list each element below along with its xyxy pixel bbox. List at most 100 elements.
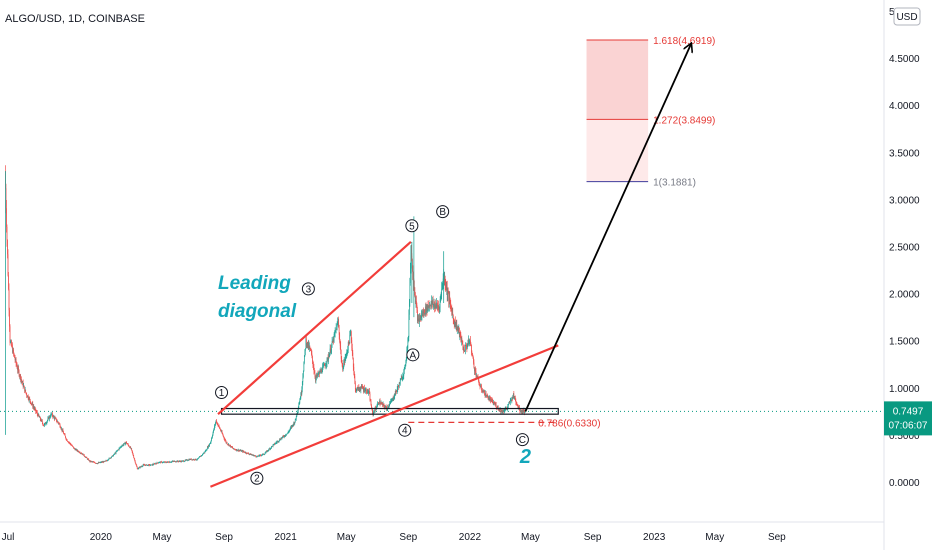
candle-body (352, 357, 354, 367)
candle-body (147, 464, 149, 466)
candle-body (523, 410, 524, 412)
candle-body (260, 454, 261, 456)
candle-body (313, 367, 315, 372)
candle-body (399, 382, 401, 385)
wave-label-circle (515, 433, 529, 447)
candle-body (37, 414, 39, 417)
candle-body (195, 458, 197, 460)
candle-body (431, 300, 432, 303)
candle-body (324, 365, 326, 367)
candle-body (12, 346, 13, 353)
candle-body (315, 377, 317, 381)
candle-body (452, 312, 454, 316)
candle-body (266, 451, 268, 452)
candle-body (368, 390, 370, 393)
candle-body (58, 423, 60, 425)
wave-label: 4 (402, 426, 408, 437)
candle-body (266, 451, 267, 452)
candle-body (345, 354, 347, 356)
candle-body (260, 455, 262, 457)
candle-body (392, 397, 394, 400)
candle-body (203, 452, 205, 454)
candle-body (347, 350, 349, 352)
candle-body (518, 405, 519, 408)
candle-body (511, 397, 513, 401)
candle-body (499, 409, 501, 410)
candle-body (219, 426, 220, 429)
candle-body (391, 399, 393, 401)
candle-body (88, 459, 90, 461)
candle-body (38, 414, 40, 417)
candle-body (92, 461, 94, 463)
candle-body (247, 453, 249, 454)
candle-body (326, 358, 328, 364)
candle-body (138, 467, 140, 469)
candle-body (389, 402, 391, 404)
candle-body (67, 440, 68, 442)
candle-body (239, 450, 241, 452)
candle-body (149, 464, 150, 466)
candle-body (53, 415, 55, 417)
candle-body (403, 368, 405, 371)
candle-body (515, 401, 517, 403)
candle-body (502, 410, 504, 412)
candle-body (95, 462, 97, 464)
candle-body (218, 425, 220, 427)
candle-body (248, 454, 250, 455)
candle-body (78, 451, 80, 453)
y-tick-label: 4.0000 (889, 101, 920, 112)
candle-body (259, 455, 260, 457)
candle-body (182, 460, 184, 462)
candle-body (88, 460, 90, 462)
candle-body (130, 447, 132, 449)
candle-body (76, 450, 78, 451)
candle-body (215, 422, 216, 426)
x-tick-label: Jul (2, 532, 15, 543)
candle-body (382, 403, 383, 406)
candle-body (507, 406, 509, 408)
candle-body (412, 258, 413, 272)
candle-body (312, 360, 314, 366)
candle-body (503, 410, 505, 412)
candle-body (211, 437, 213, 439)
candle-body (249, 453, 251, 455)
candle-body (325, 364, 327, 366)
candle-body (252, 454, 254, 456)
candle-body (123, 444, 124, 446)
candle-body (427, 305, 429, 308)
candle-body (146, 464, 148, 466)
candle-body (92, 461, 94, 463)
candle-body (370, 400, 371, 401)
candle-body (272, 444, 274, 447)
candle-body (71, 444, 72, 446)
candle-body (445, 286, 447, 289)
candle-body (378, 402, 379, 405)
candle-body (217, 424, 219, 426)
candle-body (361, 385, 363, 387)
candle-body (504, 409, 506, 411)
currency-button[interactable]: USD (893, 7, 921, 26)
candle-body (328, 356, 330, 358)
candle-body (434, 305, 436, 308)
candle-body (268, 448, 270, 451)
candle-body (64, 434, 66, 437)
candle-body (111, 456, 112, 458)
candle-body (496, 407, 498, 409)
candle-body (241, 450, 243, 452)
candle-body (353, 366, 355, 372)
candle-body (318, 372, 320, 374)
candle-body (286, 433, 288, 436)
candle-body (38, 416, 40, 418)
candle-body (478, 381, 480, 385)
candle-body (225, 440, 226, 442)
candle-body (235, 449, 237, 451)
candle-body (115, 452, 116, 454)
candle-body (164, 461, 165, 463)
candle-body (14, 357, 16, 361)
candle-body (182, 460, 184, 462)
candle-body (509, 400, 511, 403)
candle-body (176, 461, 178, 462)
candle-body (215, 420, 217, 423)
candle-body (280, 438, 282, 440)
